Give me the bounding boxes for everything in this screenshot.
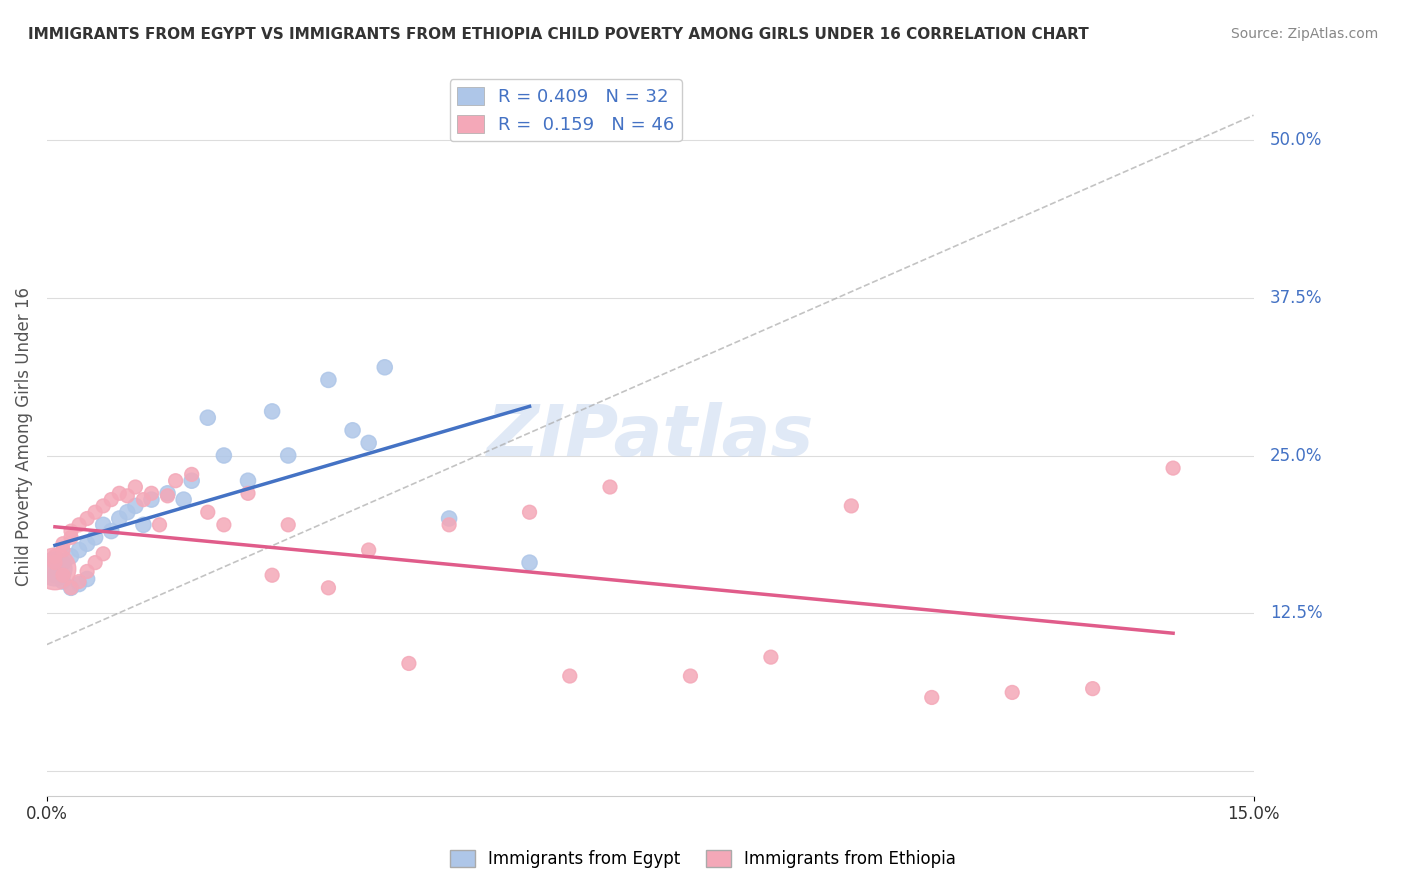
Point bbox=[84, 505, 107, 519]
Point bbox=[60, 581, 83, 595]
Legend: Immigrants from Egypt, Immigrants from Ethiopia: Immigrants from Egypt, Immigrants from E… bbox=[443, 843, 963, 875]
Point bbox=[124, 480, 146, 494]
Point bbox=[76, 565, 98, 579]
Point bbox=[558, 669, 581, 683]
Point bbox=[44, 562, 66, 576]
Point bbox=[60, 524, 83, 538]
Point bbox=[519, 505, 541, 519]
Point bbox=[76, 537, 98, 551]
Point bbox=[236, 474, 259, 488]
Point bbox=[100, 524, 122, 538]
Point bbox=[262, 568, 284, 582]
Point bbox=[132, 517, 155, 532]
Point bbox=[180, 467, 202, 482]
Point bbox=[52, 543, 75, 558]
Point bbox=[262, 404, 284, 418]
Point bbox=[76, 511, 98, 525]
Point bbox=[357, 436, 380, 450]
Legend: R = 0.409   N = 32, R =  0.159   N = 46: R = 0.409 N = 32, R = 0.159 N = 46 bbox=[450, 79, 682, 142]
Point bbox=[44, 549, 66, 564]
Point bbox=[1081, 681, 1104, 696]
Point bbox=[44, 562, 66, 576]
Point bbox=[124, 499, 146, 513]
Point bbox=[437, 511, 460, 525]
Point bbox=[91, 547, 114, 561]
Point bbox=[91, 517, 114, 532]
Point bbox=[44, 556, 66, 570]
Text: Source: ZipAtlas.com: Source: ZipAtlas.com bbox=[1230, 27, 1378, 41]
Point bbox=[108, 486, 131, 500]
Y-axis label: Child Poverty Among Girls Under 16: Child Poverty Among Girls Under 16 bbox=[15, 287, 32, 586]
Point bbox=[921, 690, 943, 705]
Text: 50.0%: 50.0% bbox=[1270, 131, 1322, 150]
Point bbox=[67, 577, 90, 591]
Point bbox=[197, 505, 219, 519]
Point bbox=[180, 474, 202, 488]
Point bbox=[165, 474, 187, 488]
Point bbox=[52, 556, 75, 570]
Point bbox=[212, 449, 235, 463]
Text: ZIPatlas: ZIPatlas bbox=[486, 402, 814, 471]
Point bbox=[117, 489, 139, 503]
Point bbox=[318, 581, 340, 595]
Point bbox=[76, 572, 98, 586]
Point bbox=[132, 492, 155, 507]
Point bbox=[277, 449, 299, 463]
Text: 37.5%: 37.5% bbox=[1270, 289, 1322, 307]
Point bbox=[277, 517, 299, 532]
Point bbox=[156, 489, 179, 503]
Point bbox=[67, 517, 90, 532]
Point bbox=[60, 530, 83, 544]
Point bbox=[91, 499, 114, 513]
Point bbox=[1161, 461, 1184, 475]
Point bbox=[52, 568, 75, 582]
Point bbox=[318, 373, 340, 387]
Point bbox=[84, 556, 107, 570]
Point bbox=[67, 543, 90, 558]
Point bbox=[679, 669, 702, 683]
Point bbox=[67, 574, 90, 589]
Point bbox=[437, 517, 460, 532]
Point bbox=[342, 423, 364, 437]
Point bbox=[398, 657, 420, 671]
Point bbox=[839, 499, 862, 513]
Point bbox=[108, 511, 131, 525]
Point bbox=[141, 486, 163, 500]
Point bbox=[60, 581, 83, 595]
Point bbox=[374, 360, 396, 375]
Point bbox=[100, 492, 122, 507]
Point bbox=[357, 543, 380, 558]
Point bbox=[173, 492, 195, 507]
Point bbox=[197, 410, 219, 425]
Point bbox=[117, 505, 139, 519]
Point bbox=[141, 492, 163, 507]
Point bbox=[52, 537, 75, 551]
Point bbox=[599, 480, 621, 494]
Point bbox=[44, 568, 66, 582]
Text: 12.5%: 12.5% bbox=[1270, 604, 1322, 622]
Point bbox=[236, 486, 259, 500]
Point bbox=[519, 556, 541, 570]
Point bbox=[84, 530, 107, 544]
Point bbox=[156, 486, 179, 500]
Point bbox=[1001, 685, 1024, 699]
Point bbox=[212, 517, 235, 532]
Text: 25.0%: 25.0% bbox=[1270, 447, 1322, 465]
Point bbox=[148, 517, 170, 532]
Text: IMMIGRANTS FROM EGYPT VS IMMIGRANTS FROM ETHIOPIA CHILD POVERTY AMONG GIRLS UNDE: IMMIGRANTS FROM EGYPT VS IMMIGRANTS FROM… bbox=[28, 27, 1088, 42]
Point bbox=[759, 650, 782, 665]
Point bbox=[60, 549, 83, 564]
Point bbox=[52, 574, 75, 589]
